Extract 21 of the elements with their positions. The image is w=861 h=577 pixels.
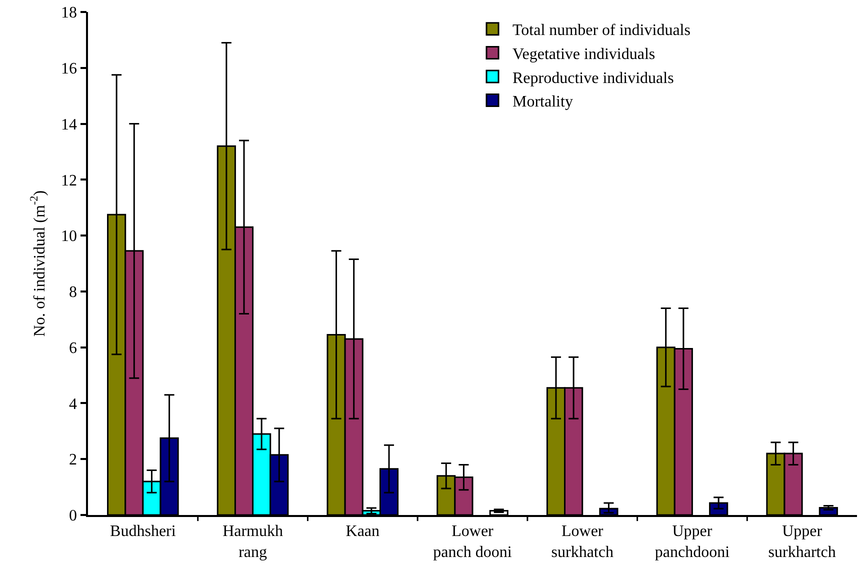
y-tick-label: 2: [69, 452, 78, 469]
y-tick-label: 18: [61, 4, 78, 22]
y-tick-label: 0: [69, 508, 78, 525]
legend-label: Mortality: [512, 94, 573, 111]
x-tick-label: Budhsheri: [110, 522, 176, 540]
x-tick-label: Lower surkhatch: [551, 522, 614, 561]
legend-label: Reproductive individuals: [512, 70, 674, 87]
y-tick-label: 6: [69, 340, 78, 357]
x-tick-label: Harmukh rang: [222, 522, 284, 561]
y-tick-label: 4: [69, 396, 78, 413]
x-tick-label: Upper panchdooni: [654, 522, 730, 561]
x-tick-label: Lower panch dooni: [433, 522, 512, 561]
x-tick-label: Kaan: [346, 522, 380, 540]
y-tick-label: 16: [61, 60, 78, 78]
legend-label: Total number of individuals: [512, 22, 690, 40]
y-tick-label: 10: [61, 228, 78, 246]
x-tick-label: Upper surkhartch: [768, 522, 836, 561]
y-tick-label: 8: [69, 284, 78, 302]
y-tick-label: 14: [61, 116, 78, 134]
legend-label: Vegetative individuals: [512, 46, 656, 63]
y-tick-label: 12: [61, 172, 78, 190]
